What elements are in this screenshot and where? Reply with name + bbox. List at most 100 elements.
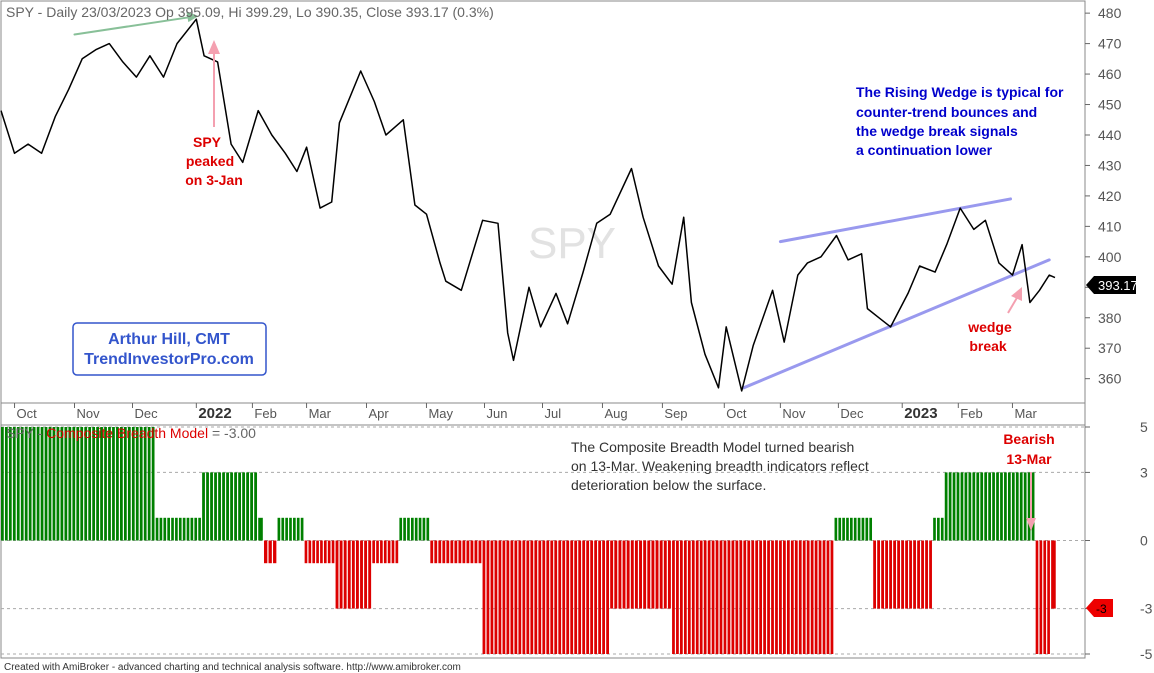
wedge-break-arrow: [1007, 287, 1022, 314]
breadth-bar: [558, 540, 562, 654]
price-tick-label: 470: [1098, 36, 1122, 52]
breadth-bar: [719, 540, 723, 654]
breadth-bar: [1019, 472, 1023, 541]
breadth-bar: [897, 540, 900, 609]
breadth-bar: [672, 540, 675, 654]
wedge-upper-line: [778, 197, 1013, 244]
breadth-bar: [60, 427, 64, 541]
breadth-bar: [147, 427, 151, 541]
breadth-bar: [410, 517, 414, 541]
breadth-bar: [676, 540, 679, 654]
breadth-bar: [554, 540, 558, 654]
breadth-bar: [4, 427, 8, 541]
breadth-bar: [798, 540, 802, 654]
breadth-bar: [842, 517, 845, 541]
breadth-bar: [268, 540, 272, 564]
breadth-bar: [522, 540, 526, 654]
x-tick-label: Jun: [486, 406, 507, 421]
breadth-bar: [364, 540, 368, 609]
peak-line-1: SPY: [193, 134, 222, 150]
x-tick-label: Dec: [840, 406, 864, 421]
breadth-bar: [285, 517, 288, 541]
breadth-bar: [830, 540, 834, 654]
breadth-bar: [214, 472, 217, 541]
breadth-bar: [238, 472, 241, 541]
breadth-bar: [273, 540, 277, 564]
breadth-bar: [380, 540, 383, 564]
breadth-bar: [486, 540, 490, 654]
breadth-bar: [458, 540, 462, 564]
breadth-bar: [901, 540, 904, 609]
breadth-bars-group: [1, 427, 1056, 654]
x-tick-label: 2023: [904, 405, 937, 422]
breadth-bar: [323, 540, 327, 564]
breadth-bar: [655, 540, 659, 609]
breadth-bar: [691, 540, 695, 654]
breadth-bar: [602, 540, 606, 654]
breadth-bar: [921, 540, 924, 609]
breadth-bar: [562, 540, 566, 654]
author-site: TrendInvestorPro.com: [84, 351, 254, 368]
breadth-bar: [925, 540, 928, 609]
price-tick-label: 360: [1098, 371, 1122, 387]
breadth-bar: [814, 540, 818, 654]
breadth-title-series: Composite Breadth Model: [46, 425, 208, 441]
breadth-bar: [151, 427, 155, 541]
breadth-bar: [186, 517, 190, 541]
breadth-bar: [618, 540, 622, 609]
breadth-tick-label: -5: [1140, 646, 1153, 662]
author-name: Arthur Hill, CMT: [108, 331, 230, 348]
breadth-bar: [368, 540, 372, 609]
breadth-bar: [108, 427, 111, 541]
breadth-bar: [206, 472, 209, 541]
breadth-bar: [304, 540, 308, 564]
breadth-bar: [683, 540, 687, 654]
breadth-bar: [277, 517, 281, 541]
x-tick-label: Aug: [604, 406, 627, 421]
breadth-bar: [818, 540, 822, 654]
breadth-bar: [699, 540, 703, 654]
breadth-bar: [877, 540, 881, 609]
breadth-bar: [510, 540, 514, 654]
breadth-bar: [610, 540, 614, 609]
breadth-bar: [622, 540, 626, 609]
breadth-bar: [790, 540, 794, 654]
breadth-bar: [454, 540, 458, 564]
breadth-bar: [76, 427, 80, 541]
last-price-text: 393.17: [1098, 278, 1138, 293]
breadth-bar: [643, 540, 647, 609]
breadth-bar: [123, 427, 127, 541]
price-tick-label: 400: [1098, 249, 1122, 265]
price-tick-label: 430: [1098, 157, 1122, 173]
breadth-bar: [218, 472, 221, 541]
breadth-bar: [403, 517, 406, 541]
x-tick-label: 2022: [198, 405, 231, 422]
breadth-axis-ticks: -5 -3 0 3 5: [1085, 419, 1153, 662]
breadth-bar: [905, 540, 908, 609]
breadth-bar: [747, 540, 751, 654]
breadth-bar: [889, 540, 892, 609]
breadth-bar: [104, 427, 107, 541]
price-tick-label: 410: [1098, 218, 1122, 234]
x-tick-label: Sep: [664, 406, 687, 421]
wedge-text-line-2: counter-trend bounces and: [856, 104, 1037, 120]
breadth-bar: [44, 427, 48, 541]
breadth-bar: [281, 517, 285, 541]
bearish-line-1: Bearish: [1003, 431, 1054, 447]
breadth-bar: [466, 540, 470, 564]
breadth-bar: [850, 517, 853, 541]
breadth-bar: [64, 427, 68, 541]
price-tick-label: 480: [1098, 5, 1122, 21]
breadth-bar: [139, 427, 143, 541]
breadth-bar: [929, 540, 932, 609]
breadth-bar: [372, 540, 375, 564]
breadth-bar: [100, 427, 103, 541]
breadth-bar: [594, 540, 598, 654]
breadth-bar: [1027, 472, 1031, 541]
breadth-bar: [446, 540, 450, 564]
breadth-bar: [893, 540, 896, 609]
breadth-bar: [347, 540, 351, 609]
breadth-bar: [190, 517, 194, 541]
breadth-bar: [430, 540, 434, 564]
